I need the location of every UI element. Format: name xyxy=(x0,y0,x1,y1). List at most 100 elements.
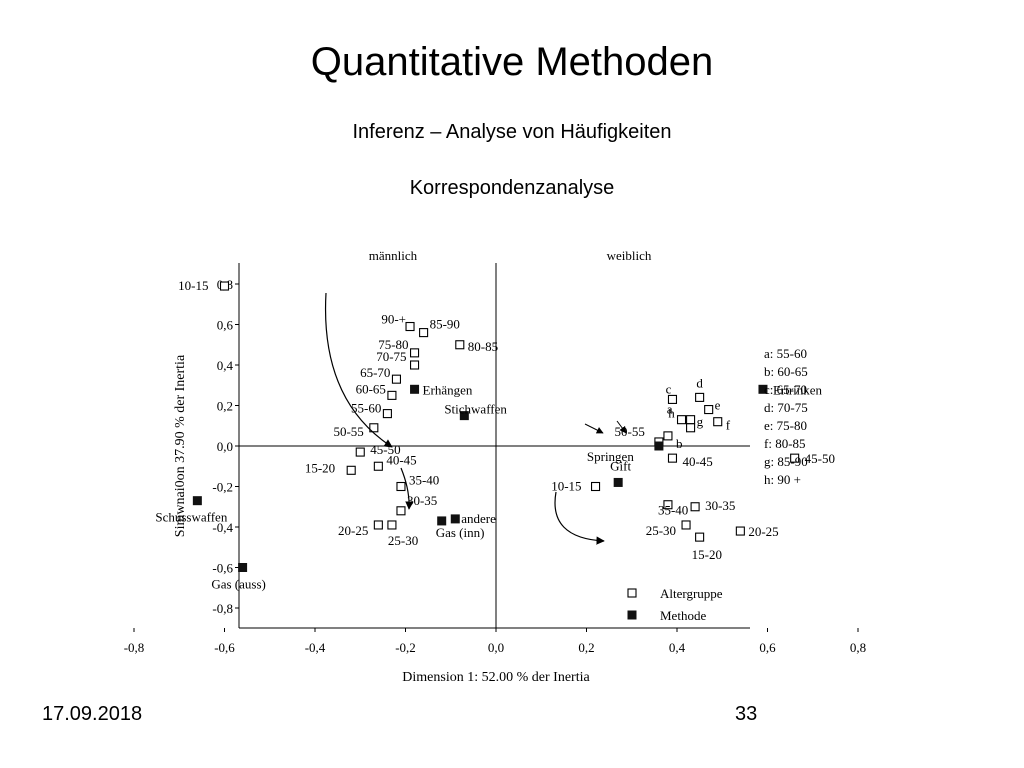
methode-point-label: Gas (auss) xyxy=(211,577,266,592)
altergruppe-point-label: 10-15 xyxy=(178,278,208,293)
altergruppe-point xyxy=(686,423,696,433)
altergruppe-point-label: e xyxy=(715,398,721,413)
y-tick-label: 0,4 xyxy=(217,358,234,373)
altergruppe-point-label: 80-85 xyxy=(468,339,498,354)
altergruppe-point-label: 85-90 xyxy=(430,317,460,332)
methode-point-label: andere xyxy=(461,511,496,526)
methode-point-label: Schusswaffen xyxy=(155,510,227,525)
altergruppe-point-label: 75-80 xyxy=(378,337,408,352)
quadrant-label-female: weiblich xyxy=(607,248,652,263)
altergruppe-point-label: 45-50 xyxy=(370,442,400,457)
altergruppe-point xyxy=(686,415,696,425)
altergruppe-point xyxy=(355,447,365,457)
age-key-item: g: 85-90 xyxy=(764,454,808,469)
methode-point xyxy=(238,563,248,572)
altergruppe-point xyxy=(735,526,745,536)
altergruppe-point-label: 30-35 xyxy=(705,498,735,513)
x-tick-label: 0,4 xyxy=(669,640,686,655)
altergruppe-point xyxy=(690,502,700,512)
altergruppe-point xyxy=(396,506,406,516)
altergruppe-point xyxy=(409,348,420,358)
arrow-key-a xyxy=(584,423,604,434)
legend-label: Methode xyxy=(660,608,706,623)
age-key-item: h: 90 + xyxy=(764,472,801,487)
altergruppe-point-label: 35-40 xyxy=(658,503,688,518)
altergruppe-point xyxy=(382,409,392,419)
altergruppe-point-label: 20-25 xyxy=(748,524,778,539)
altergruppe-point xyxy=(695,532,705,542)
x-tick-label: 0,8 xyxy=(850,640,866,655)
altergruppe-point xyxy=(790,453,800,463)
arrow-key-b xyxy=(616,420,627,434)
altergruppe-point xyxy=(667,453,678,463)
methode-point xyxy=(459,411,469,421)
altergruppe-point xyxy=(713,417,723,427)
altergruppe-point xyxy=(405,321,415,332)
footer-date: 17.09.2018 xyxy=(42,703,143,725)
x-tick-label: 0,6 xyxy=(759,640,776,655)
y-tick-label: 0,0 xyxy=(217,439,233,454)
methode-point-label: Stichwaffen xyxy=(444,402,507,417)
altergruppe-point-label: 10-15 xyxy=(551,479,581,494)
altergruppe-point xyxy=(373,461,383,471)
quadrant-label-male: männlich xyxy=(369,248,418,263)
altergruppe-point-label: b xyxy=(676,436,683,451)
methode-point xyxy=(654,441,664,451)
altergruppe-point-label: h xyxy=(668,406,675,421)
altergruppe-point-label: 45-50 xyxy=(805,451,835,466)
slide-subtitle: Inferenz – Analyse von Häufigkeiten xyxy=(352,121,672,143)
altergruppe-point-label: 15-20 xyxy=(692,547,722,562)
altergruppe-point-label: a xyxy=(667,402,673,417)
page-number: 33 xyxy=(735,703,758,725)
y-tick-label: 0,6 xyxy=(217,318,234,333)
altergruppe-point xyxy=(455,340,465,350)
age-key-item: e: 75-80 xyxy=(764,418,807,433)
altergruppe-point-label: 25-30 xyxy=(646,523,676,538)
altergruppe-point-label: 55-60 xyxy=(351,401,381,416)
altergruppe-point-label: 15-20 xyxy=(305,460,335,475)
altergruppe-point-label: 70-75 xyxy=(376,349,406,364)
altergruppe-point xyxy=(663,431,673,441)
methode-point xyxy=(758,384,768,394)
altergruppe-point xyxy=(663,500,673,510)
altergruppe-point-label: 60-65 xyxy=(356,381,386,396)
age-key-item: b: 60-65 xyxy=(764,364,808,379)
y-tick-label: 0,2 xyxy=(217,399,233,414)
methode-point-label: Springen xyxy=(587,449,634,464)
altergruppe-point xyxy=(391,374,402,384)
altergruppe-point xyxy=(346,465,356,475)
age-key-item: f: 80-85 xyxy=(764,436,806,451)
x-tick-label: -0,6 xyxy=(214,640,235,655)
arrow-male-old xyxy=(400,467,414,510)
methode-point-label: Gift xyxy=(610,458,631,473)
arrow-female-young xyxy=(554,491,605,545)
altergruppe-point xyxy=(373,520,383,530)
altergruppe-point xyxy=(409,360,420,370)
altergruppe-point xyxy=(387,520,397,530)
age-key-item: d: 70-75 xyxy=(764,400,808,415)
altergruppe-point-label: 40-45 xyxy=(682,454,712,469)
x-axis-label: Dimension 1: 52.00 % der Inertia xyxy=(402,670,590,685)
methode-point xyxy=(437,516,447,526)
altergruppe-point-label: f xyxy=(726,418,731,433)
altergruppe-point xyxy=(704,404,714,415)
methode-point-label: Erhängen xyxy=(423,382,473,397)
methode-point xyxy=(450,514,460,524)
altergruppe-point-label: 20-25 xyxy=(338,523,368,538)
altergruppe-point xyxy=(667,394,678,404)
y-axis-label: Simwnai0on 37.90 % der Inertia xyxy=(173,354,188,537)
slide-title: Quantitative Methoden xyxy=(310,40,714,84)
altergruppe-point-label: 40-45 xyxy=(386,452,416,467)
altergruppe-point-label: 90-+ xyxy=(381,312,406,327)
legend-filled-square-icon xyxy=(627,610,637,620)
methode-point xyxy=(192,496,202,506)
arrow-male-young xyxy=(324,292,393,448)
x-tick-label: 0,2 xyxy=(578,640,594,655)
methode-point-label: Ertrinken xyxy=(773,382,823,397)
y-tick-label: -0,8 xyxy=(212,601,233,616)
altergruppe-point xyxy=(695,392,705,402)
altergruppe-point-label: 35-40 xyxy=(409,473,439,488)
altergruppe-point xyxy=(387,390,397,400)
methode-point xyxy=(613,477,623,487)
